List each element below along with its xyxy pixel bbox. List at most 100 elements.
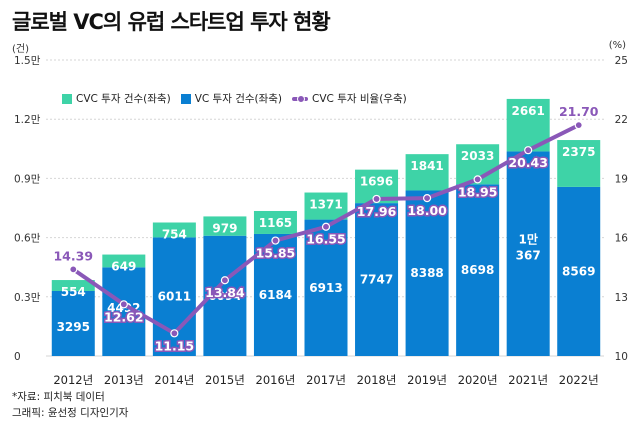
ratio-point: [69, 265, 78, 274]
bar-cvc: [203, 216, 247, 236]
left-axis-unit: (건): [12, 44, 30, 55]
legend-swatch-ratio: [292, 94, 309, 103]
y-tick-label-left: 0.3만: [14, 292, 41, 304]
bar-value-label-vc: 6184: [259, 288, 292, 302]
ratio-value-label: 15.85: [256, 246, 296, 261]
bar-value-label-vc: 367: [516, 249, 541, 263]
bar-cvc: [51, 280, 95, 291]
x-tick-label: 2017년: [306, 373, 346, 387]
bar-value-label-cvc: 2375: [562, 145, 595, 159]
bar-vc: [51, 290, 95, 356]
x-tick-label: 2021년: [508, 373, 548, 387]
legend-item-vc: VC 투자 건수(좌축): [180, 91, 283, 106]
bar-value-label-cvc: 1165: [259, 216, 292, 230]
bar-vc: [355, 203, 399, 356]
bar-vc: [304, 219, 348, 356]
bar-vc: [557, 186, 601, 356]
bar-value-label-vc: 8388: [410, 266, 443, 280]
ratio-value-label: 13.84: [205, 285, 245, 300]
ratio-point: [372, 194, 381, 204]
ratio-point: [422, 194, 432, 203]
y-tick-label-right: 10: [615, 351, 628, 363]
ratio-value-label: 11.15: [155, 338, 195, 353]
x-tick-label: 2013년: [104, 373, 144, 387]
ratio-value-label: 16.55: [306, 232, 346, 247]
bar-value-label-vc: 7747: [360, 273, 393, 287]
y-tick-label-right: 19: [615, 173, 628, 185]
legend-item-ratio: CVC 투자 비율(우축): [292, 91, 407, 106]
x-tick-label: 2014년: [154, 373, 194, 387]
ratio-value-label: 18.95: [458, 184, 498, 199]
x-tick-label: 2020년: [458, 373, 498, 387]
ratio-point: [524, 146, 533, 155]
bar-value-label-cvc: 2661: [511, 104, 544, 118]
bar-cvc: [405, 154, 449, 191]
ratio-value-label: 18.00: [407, 203, 447, 218]
legend-label-cvc: CVC 투자 건수(좌축): [76, 93, 171, 105]
bar-value-label-cvc: 1371: [309, 198, 342, 212]
x-tick-label: 2016년: [256, 373, 296, 387]
legend-item-cvc: CVC 투자 건수(좌축): [62, 91, 171, 106]
ratio-value-label: 12.62: [104, 309, 144, 324]
bar-value-label-cvc: 754: [162, 228, 187, 242]
ratio-point: [220, 276, 230, 285]
bar-vc: [405, 190, 449, 356]
bar-value-label-vc: 1만: [518, 232, 537, 247]
legend-label-vc: VC 투자 건수(좌축): [194, 93, 283, 105]
bar-value-label-vc: 6913: [309, 281, 342, 295]
bar-value-label-cvc: 1696: [360, 175, 393, 189]
ratio-point: [271, 236, 280, 245]
bar-value-label-vc: 6094: [208, 289, 241, 303]
source-note: *자료: 피치북 데이터: [12, 391, 105, 403]
ratio-point: [574, 121, 583, 130]
bar-value-label-vc: 8569: [562, 264, 595, 278]
bar-value-label-vc: 8698: [461, 263, 494, 277]
y-tick-label-left: 0.6만: [14, 233, 41, 245]
ratio-value-label: 14.39: [53, 248, 93, 263]
ratio-point: [473, 175, 482, 184]
y-tick-label-left: 1.5만: [14, 55, 41, 67]
ratio-value-label: 21.70: [559, 104, 599, 119]
bar-cvc: [102, 254, 146, 268]
x-tick-label: 2019년: [407, 373, 447, 387]
ratio-point: [170, 329, 179, 338]
legend-swatch-vc: [180, 93, 191, 104]
right-axis-unit: (%): [608, 40, 626, 51]
chart-legend: CVC 투자 건수(좌축) VC 투자 건수(좌축) CVC 투자 비율(우축): [56, 88, 413, 109]
chart-title: 글로벌 VC의 유럽 스타트업 투자 현황: [12, 10, 331, 34]
y-tick-label-left: 0: [14, 351, 21, 363]
bar-cvc: [304, 192, 348, 220]
legend-swatch-cvc: [62, 93, 72, 104]
x-tick-label: 2012년: [53, 373, 93, 387]
y-tick-label-left: 1.2만: [14, 114, 41, 126]
legend-label-ratio: CVC 투자 비율(우축): [312, 93, 407, 105]
graphic-credit: 그래픽: 윤선정 디자인기자: [12, 407, 129, 419]
ratio-point: [119, 300, 128, 309]
x-tick-label: 2015년: [205, 373, 245, 387]
bar-value-label-cvc: 1841: [410, 159, 443, 173]
ratio-point: [321, 222, 331, 231]
bar-value-label-cvc: 554: [61, 285, 86, 299]
x-tick-label: 2022년: [559, 373, 599, 387]
bar-vc: [506, 151, 550, 356]
y-tick-label-right: 25: [615, 55, 628, 67]
bar-value-label-vc: 6011: [158, 290, 191, 304]
x-tick-label: 2018년: [357, 373, 397, 387]
ratio-value-label: 17.96: [357, 204, 397, 219]
ratio-value-label: 20.43: [508, 155, 548, 170]
y-tick-label-right: 22: [615, 114, 628, 126]
bar-value-label-cvc: 2033: [461, 149, 494, 163]
bar-cvc: [253, 210, 297, 234]
y-tick-label-left: 0.9만: [14, 173, 41, 185]
bar-cvc: [152, 222, 196, 238]
bar-value-label-cvc: 979: [212, 221, 237, 235]
y-tick-label-right: 13: [615, 292, 628, 304]
chart-footer: *자료: 피치북 데이터 그래픽: 윤선정 디자인기자: [12, 389, 128, 421]
y-tick-label-right: 16: [615, 233, 629, 245]
bar-value-label-cvc: 649: [111, 260, 136, 274]
bar-cvc: [557, 140, 601, 187]
bar-vc: [456, 184, 500, 356]
bar-value-label-vc: 3295: [57, 320, 90, 334]
